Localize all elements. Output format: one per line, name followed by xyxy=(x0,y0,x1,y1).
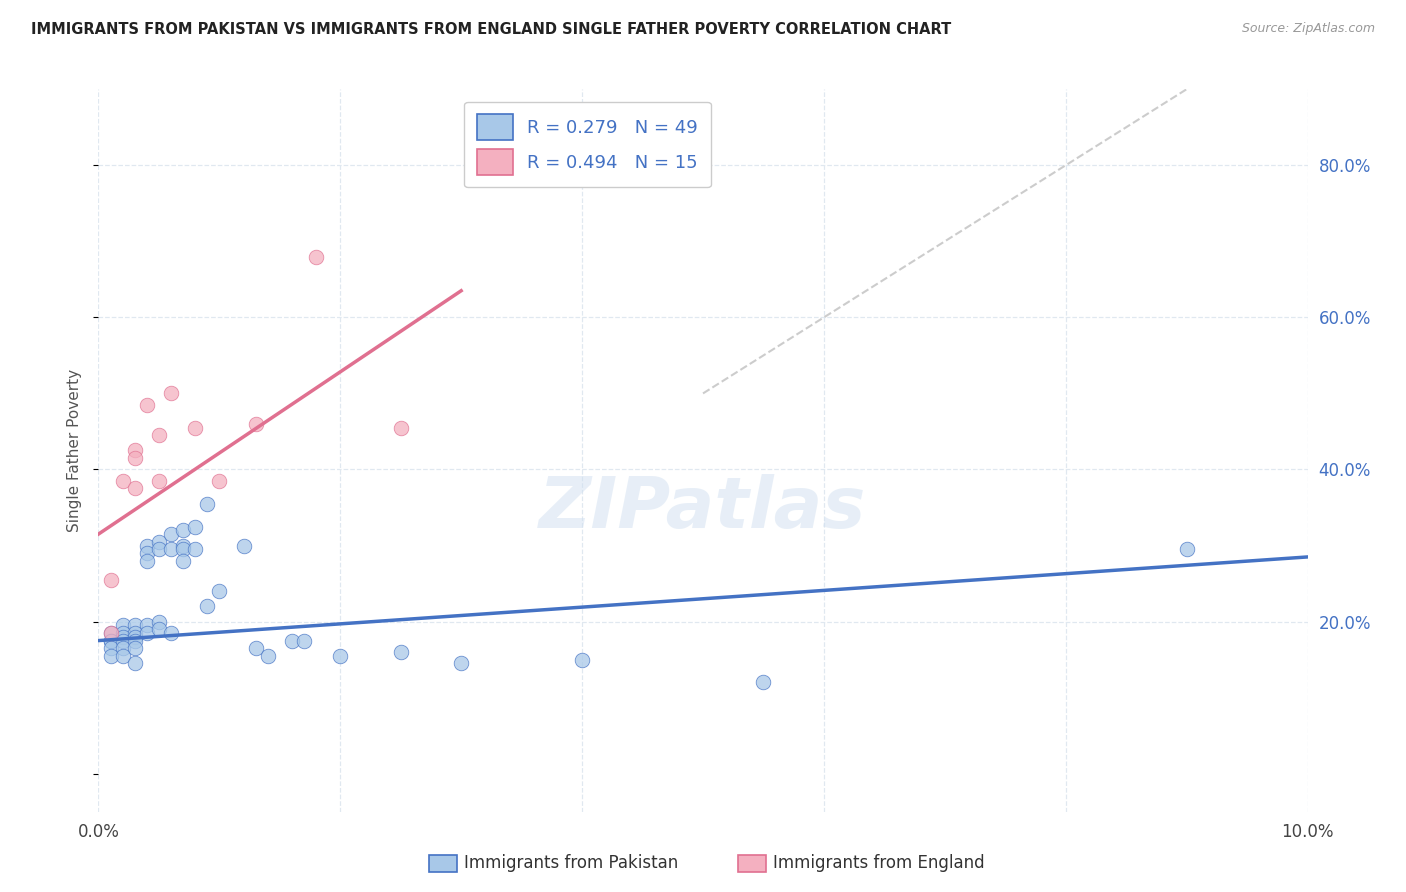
Point xyxy=(256,648,278,663)
Point xyxy=(148,615,170,629)
Point xyxy=(135,546,157,560)
Point xyxy=(148,428,170,442)
Point xyxy=(160,386,183,401)
Point xyxy=(184,519,207,533)
Point xyxy=(160,542,183,557)
Point xyxy=(245,641,267,656)
Point xyxy=(124,451,146,466)
Point xyxy=(135,539,157,553)
Text: ZIPatlas: ZIPatlas xyxy=(540,474,866,542)
Text: Source: ZipAtlas.com: Source: ZipAtlas.com xyxy=(1241,22,1375,36)
Y-axis label: Single Father Poverty: Single Father Poverty xyxy=(67,369,83,532)
Text: Immigrants from Pakistan: Immigrants from Pakistan xyxy=(464,855,678,872)
Point xyxy=(148,534,170,549)
Point xyxy=(195,599,218,614)
Point xyxy=(111,626,134,640)
Point xyxy=(148,474,170,488)
Point xyxy=(172,542,194,557)
Point xyxy=(160,527,183,541)
Point xyxy=(124,443,146,458)
Point xyxy=(184,420,207,434)
Point xyxy=(111,474,134,488)
Point xyxy=(172,539,194,553)
Point xyxy=(160,626,183,640)
Point xyxy=(172,524,194,538)
Point xyxy=(571,652,593,666)
Point xyxy=(305,250,328,264)
Point xyxy=(208,584,231,599)
Point xyxy=(124,626,146,640)
Point xyxy=(135,554,157,568)
Point xyxy=(124,641,146,656)
Point xyxy=(111,648,134,663)
Point xyxy=(292,633,315,648)
Point xyxy=(232,539,254,553)
Point xyxy=(389,420,412,434)
Point xyxy=(1175,542,1198,557)
Point xyxy=(245,417,267,431)
Point xyxy=(111,618,134,632)
Point xyxy=(135,398,157,412)
Point xyxy=(100,641,122,656)
Point xyxy=(281,633,304,648)
Text: Immigrants from England: Immigrants from England xyxy=(773,855,986,872)
Point xyxy=(100,626,122,640)
Point xyxy=(100,633,122,648)
Point xyxy=(100,633,122,648)
Point xyxy=(124,657,146,671)
Point xyxy=(148,622,170,636)
Point xyxy=(329,648,352,663)
Point xyxy=(135,626,157,640)
Point xyxy=(450,657,472,671)
Point xyxy=(111,641,134,656)
Point xyxy=(752,675,775,690)
Point xyxy=(111,633,134,648)
Legend: R = 0.279   N = 49, R = 0.494   N = 15: R = 0.279 N = 49, R = 0.494 N = 15 xyxy=(464,102,711,187)
Point xyxy=(389,645,412,659)
Point xyxy=(195,497,218,511)
Text: IMMIGRANTS FROM PAKISTAN VS IMMIGRANTS FROM ENGLAND SINGLE FATHER POVERTY CORREL: IMMIGRANTS FROM PAKISTAN VS IMMIGRANTS F… xyxy=(31,22,952,37)
Point xyxy=(100,648,122,663)
Point xyxy=(148,542,170,557)
Point xyxy=(100,626,122,640)
Point xyxy=(124,482,146,496)
Point xyxy=(135,618,157,632)
Point xyxy=(208,474,231,488)
Point xyxy=(111,630,134,644)
Point xyxy=(100,573,122,587)
Point xyxy=(184,542,207,557)
Point xyxy=(124,618,146,632)
Point xyxy=(172,554,194,568)
Point xyxy=(124,633,146,648)
Point xyxy=(124,630,146,644)
